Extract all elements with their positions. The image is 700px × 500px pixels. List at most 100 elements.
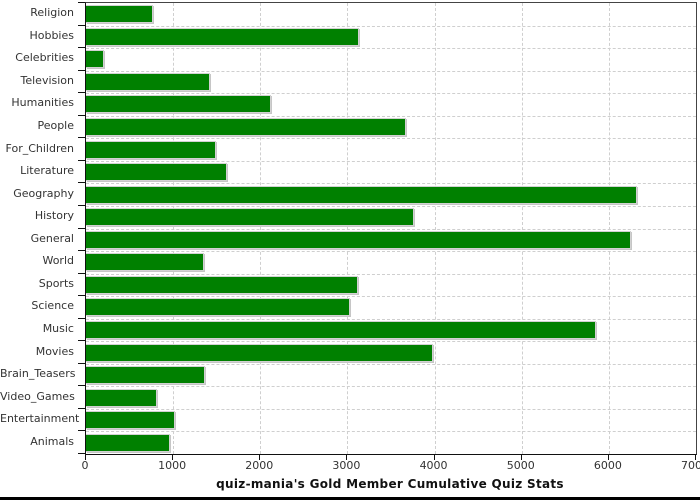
horizontal-gridline: [86, 251, 696, 253]
x-tick-label: 3000: [332, 459, 361, 472]
horizontal-gridline: [86, 363, 696, 365]
x-tick-label: 2000: [245, 459, 274, 472]
bar-sports: [86, 275, 358, 294]
bar-hobbies: [86, 27, 359, 46]
y-axis-tick: [78, 69, 85, 71]
category-label: For_Children: [5, 141, 74, 155]
vertical-gridline: [434, 3, 436, 454]
category-label: Literature: [20, 164, 74, 178]
bar-television: [86, 72, 211, 91]
bar-entertainment: [86, 411, 175, 430]
category-label: Movies: [35, 344, 74, 358]
vertical-gridline: [173, 3, 175, 454]
x-axis-tick: [85, 454, 86, 460]
y-axis-tick: [78, 407, 85, 409]
horizontal-gridline: [86, 273, 696, 275]
horizontal-gridline: [86, 205, 696, 207]
horizontal-gridline: [86, 115, 696, 117]
bar-people: [86, 118, 407, 137]
horizontal-gridline: [86, 431, 696, 433]
horizontal-gridline: [86, 341, 696, 343]
bar-video_games: [86, 388, 158, 407]
category-label: Video_Games: [0, 389, 75, 403]
x-axis-tick: [346, 454, 348, 460]
x-tick-label: 5000: [506, 459, 535, 472]
category-label: Television: [20, 73, 75, 87]
category-label: Humanities: [11, 96, 74, 110]
vertical-gridline: [608, 3, 610, 454]
horizontal-gridline: [86, 160, 696, 162]
category-label: Brain_Teasers: [0, 367, 76, 381]
y-axis-tick: [78, 137, 85, 139]
bar-science: [86, 298, 351, 317]
category-label: World: [42, 254, 74, 268]
x-axis-tick: [695, 454, 696, 460]
horizontal-gridline: [86, 386, 696, 388]
bar-celebrities: [86, 50, 105, 69]
category-label: Entertainment: [0, 412, 80, 426]
y-axis-tick: [78, 430, 85, 432]
bar-religion: [86, 5, 154, 24]
y-axis-tick: [78, 159, 85, 161]
bar-literature: [86, 163, 228, 182]
horizontal-gridline: [86, 296, 696, 298]
horizontal-gridline: [86, 25, 696, 27]
horizontal-gridline: [86, 48, 696, 50]
bar-animals: [86, 433, 170, 452]
y-axis-tick: [78, 272, 85, 274]
x-axis-tick: [520, 454, 522, 460]
x-tick-label: 7000: [681, 459, 700, 472]
y-axis-tick: [78, 47, 85, 49]
horizontal-gridline: [86, 138, 696, 140]
y-axis-tick: [78, 204, 85, 206]
bar-humanities: [86, 95, 271, 114]
category-label: Science: [31, 299, 74, 313]
y-axis-tick: [78, 385, 85, 387]
x-tick-label: 1000: [158, 459, 187, 472]
x-axis-tick: [607, 454, 609, 460]
y-axis-tick: [78, 362, 85, 364]
y-axis-tick: [78, 453, 85, 454]
bar-movies: [86, 343, 433, 362]
horizontal-gridline: [86, 70, 696, 72]
plot-area: [85, 2, 697, 455]
y-axis-tick: [78, 2, 85, 3]
y-axis-tick: [78, 250, 85, 252]
horizontal-gridline: [86, 183, 696, 185]
bar-music: [86, 320, 597, 339]
category-label: Celebrities: [15, 51, 74, 65]
category-label: Sports: [38, 276, 74, 290]
category-label: General: [30, 231, 74, 245]
x-axis-tick: [259, 454, 261, 460]
bar-world: [86, 253, 204, 272]
category-label: Animals: [30, 434, 74, 448]
y-axis-tick: [78, 227, 85, 229]
x-tick-label: 4000: [419, 459, 448, 472]
vertical-gridline: [347, 3, 349, 454]
category-label: Music: [42, 321, 74, 335]
x-tick-label: 0: [81, 459, 89, 472]
y-axis-tick: [78, 295, 85, 297]
horizontal-gridline: [86, 228, 696, 230]
bar-for_children: [86, 140, 216, 159]
bar-brain_teasers: [86, 366, 206, 385]
x-tick-label: 6000: [593, 459, 622, 472]
y-axis-tick: [78, 114, 85, 116]
y-axis-tick: [78, 92, 85, 94]
category-label: Hobbies: [29, 28, 74, 42]
horizontal-gridline: [86, 408, 696, 410]
bar-geography: [86, 185, 638, 204]
y-axis-tick: [78, 317, 85, 319]
x-axis-tick: [172, 454, 174, 460]
category-label: People: [37, 119, 74, 133]
chart-title: quiz-mania's Gold Member Cumulative Quiz…: [216, 477, 564, 491]
y-axis-tick: [78, 340, 85, 342]
vertical-gridline: [521, 3, 523, 454]
y-axis-tick: [78, 24, 85, 26]
vertical-gridline: [260, 3, 262, 454]
bottom-border-line: [0, 497, 700, 500]
category-label: History: [34, 209, 74, 223]
x-axis-tick: [433, 454, 435, 460]
horizontal-gridline: [86, 318, 696, 320]
